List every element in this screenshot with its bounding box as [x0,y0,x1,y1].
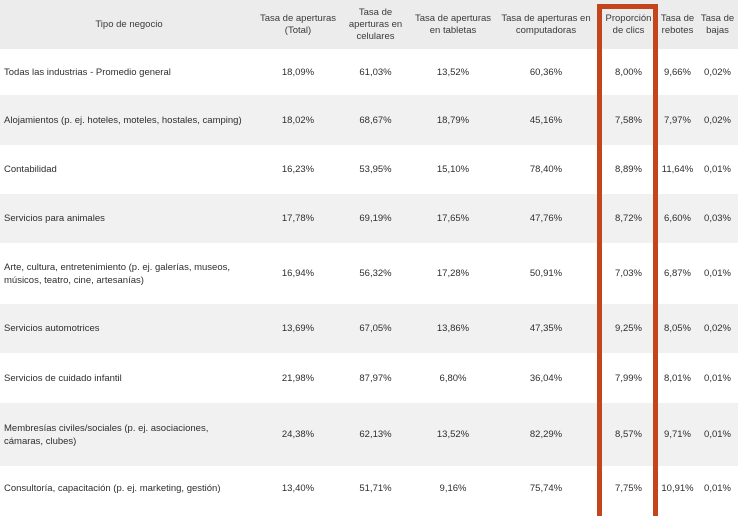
header-bounce-rate: Tasa de rebotes [660,12,695,36]
cell-click-rate: 9,25% [615,323,642,334]
cell-open-rate-tablet: 6,80% [439,372,467,384]
header-unsubscribe-rate: Tasa de bajas [700,12,735,36]
table-row: Servicios de cuidado infantil 21,98% 87,97… [0,353,738,403]
header-click-rate: Proporción de clics [605,12,652,36]
cell-business-type: Arte, cultura, entretenimiento (p. ej. g… [4,261,230,286]
cell-open-rate-desktop: 75,74% [529,482,563,494]
cell-bounce-rate: 6,60% [664,213,691,224]
cell-bounce-rate: 9,66% [664,66,691,78]
cell-business-type: Membresías civiles/sociales (p. ej. asoc… [4,422,209,447]
cell-business-type: Consultoría, capacitación (p. ej. market… [4,482,221,494]
cell-open-rate-tablet: 17,65% [436,213,470,224]
cell-unsubscribe-rate: 0,03% [704,213,731,224]
cell-business-type: Servicios automotrices [4,323,100,334]
cell-open-rate-mobile: 56,32% [359,268,392,279]
cell-open-rate-desktop: 36,04% [529,372,563,384]
cell-unsubscribe-rate: 0,01% [704,164,731,175]
cell-bounce-rate: 7,97% [664,114,691,126]
cell-unsubscribe-rate: 0,01% [704,268,731,279]
cell-open-rate-tablet: 17,28% [436,268,470,279]
cell-open-rate-total: 16,94% [281,268,315,279]
cell-bounce-rate: 8,05% [664,323,691,334]
cell-click-rate: 8,00% [615,66,642,78]
cell-open-rate-total: 13,40% [281,482,315,494]
header-open-rate-total: Tasa de aperturas (Total) [259,12,337,36]
cell-open-rate-tablet: 13,52% [436,429,470,440]
table-row: Consultoría, capacitación (p. ej. market… [0,466,738,510]
cell-open-rate-mobile: 87,97% [359,372,392,384]
table-row: Contabilidad 16,23% 53,95% 15,10% 78,40% 8,89… [0,145,738,194]
cell-open-rate-desktop: 60,36% [529,66,563,78]
cell-business-type: Contabilidad [4,164,57,175]
cell-click-rate: 8,72% [615,213,642,224]
cell-business-type: Servicios para animales [4,213,105,224]
table-row: Servicios para animales 17,78% 69,19% 17,65… [0,194,738,243]
cell-open-rate-desktop: 82,29% [529,429,563,440]
cell-open-rate-mobile: 61,03% [359,66,392,78]
cell-click-rate: 7,03% [615,268,642,279]
cell-business-type: Alojamientos (p. ej. hoteles, moteles, h… [4,114,242,126]
cell-bounce-rate: 11,64% [661,164,694,175]
table-row: Todas las industrias - Promedio general 1… [0,49,738,95]
cell-open-rate-mobile: 67,05% [359,323,392,334]
cell-click-rate: 8,89% [615,164,642,175]
table-row: Alojamientos (p. ej. hoteles, moteles, h… [0,95,738,145]
cell-unsubscribe-rate: 0,01% [704,482,731,494]
cell-click-rate: 7,99% [615,372,642,384]
cell-business-type: Servicios de cuidado infantil [4,372,122,384]
cell-open-rate-desktop: 78,40% [529,164,563,175]
cell-open-rate-total: 21,98% [281,372,315,384]
cell-open-rate-desktop: 47,76% [529,213,563,224]
cell-open-rate-mobile: 51,71% [359,482,392,494]
cell-click-rate: 7,58% [615,114,642,126]
cell-open-rate-total: 18,02% [281,114,315,126]
table-row: Arte, cultura, entretenimiento (p. ej. g… [0,243,738,304]
cell-unsubscribe-rate: 0,01% [704,429,731,440]
cell-unsubscribe-rate: 0,01% [704,372,731,384]
cell-open-rate-mobile: 68,67% [359,114,392,126]
cell-open-rate-total: 24,38% [281,429,315,440]
cell-open-rate-total: 16,23% [281,164,315,175]
cell-bounce-rate: 9,71% [664,429,691,440]
cell-unsubscribe-rate: 0,02% [704,114,731,126]
cell-open-rate-tablet: 13,52% [436,66,470,78]
cell-bounce-rate: 8,01% [664,372,691,384]
cell-business-type: Todas las industrias - Promedio general [4,66,171,78]
header-open-rate-tablet: Tasa de aperturas en tabletas [414,12,492,36]
table-row: Servicios automotrices 13,69% 67,05% 13,86%… [0,304,738,353]
cell-click-rate: 8,57% [615,429,642,440]
cell-open-rate-desktop: 50,91% [529,268,563,279]
cell-open-rate-mobile: 69,19% [359,213,392,224]
cell-open-rate-tablet: 13,86% [436,323,470,334]
cell-open-rate-desktop: 47,35% [529,323,563,334]
cell-bounce-rate: 10,91% [661,482,694,494]
cell-open-rate-mobile: 53,95% [359,164,392,175]
cell-open-rate-total: 17,78% [281,213,315,224]
table-row: Membresías civiles/sociales (p. ej. asoc… [0,403,738,466]
header-open-rate-desktop: Tasa de aperturas en computadoras [501,12,591,36]
header-open-rate-mobile: Tasa de aperturas en celulares [348,6,403,42]
cell-click-rate: 7,75% [615,482,642,494]
cell-open-rate-tablet: 18,79% [436,114,470,126]
header-row: Tipo de negocio Tasa de aperturas (Total… [0,0,738,49]
cell-open-rate-desktop: 45,16% [529,114,563,126]
cell-open-rate-tablet: 9,16% [439,482,467,494]
cell-open-rate-tablet: 15,10% [436,164,470,175]
cell-unsubscribe-rate: 0,02% [704,66,731,78]
cell-open-rate-total: 13,69% [281,323,315,334]
cell-bounce-rate: 6,87% [664,268,691,279]
cell-unsubscribe-rate: 0,02% [704,323,731,334]
cell-open-rate-mobile: 62,13% [359,429,392,440]
cell-open-rate-total: 18,09% [281,66,315,78]
header-business-type: Tipo de negocio [95,18,163,30]
